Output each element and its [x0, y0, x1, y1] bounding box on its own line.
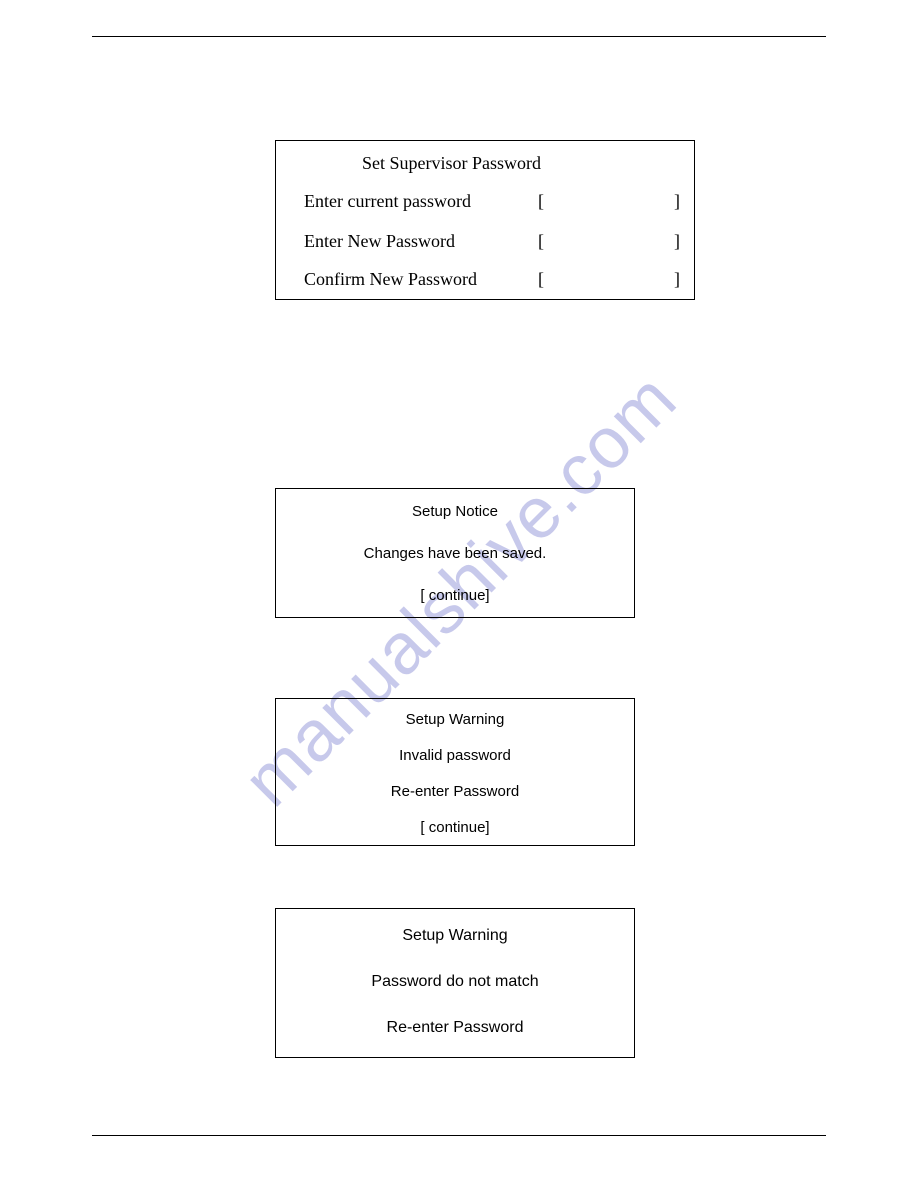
- page-top-rule: [92, 36, 826, 37]
- bracket-open: [: [538, 231, 544, 252]
- dialog1-title: Set Supervisor Password: [362, 153, 541, 174]
- password-nomatch-message: Password do not match: [276, 973, 634, 991]
- bracket-close: ]: [674, 231, 680, 252]
- setup-notice-dialog: Setup Notice Changes have been saved. [ …: [275, 488, 635, 618]
- continue-button[interactable]: [ continue]: [276, 587, 634, 604]
- confirm-password-label: Confirm New Password: [304, 269, 477, 290]
- setup-notice-message: Changes have been saved.: [276, 545, 634, 562]
- continue-button[interactable]: [ continue]: [276, 819, 634, 836]
- setup-warning-invalid-dialog: Setup Warning Invalid password Re-enter …: [275, 698, 635, 846]
- setup-warning-nomatch-dialog: Setup Warning Password do not match Re-e…: [275, 908, 635, 1058]
- page-bottom-rule: [92, 1135, 826, 1136]
- bracket-open: [: [538, 269, 544, 290]
- current-password-label: Enter current password: [304, 191, 471, 212]
- setup-warning-title: Setup Warning: [276, 711, 634, 728]
- bracket-close: ]: [674, 191, 680, 212]
- reenter-password-message: Re-enter Password: [276, 783, 634, 800]
- bracket-close: ]: [674, 269, 680, 290]
- setup-notice-title: Setup Notice: [276, 503, 634, 520]
- setup-warning-title: Setup Warning: [276, 927, 634, 945]
- reenter-password-message: Re-enter Password: [276, 1019, 634, 1037]
- set-supervisor-password-dialog: Set Supervisor Password Enter current pa…: [275, 140, 695, 300]
- new-password-label: Enter New Password: [304, 231, 455, 252]
- bracket-open: [: [538, 191, 544, 212]
- invalid-password-message: Invalid password: [276, 747, 634, 764]
